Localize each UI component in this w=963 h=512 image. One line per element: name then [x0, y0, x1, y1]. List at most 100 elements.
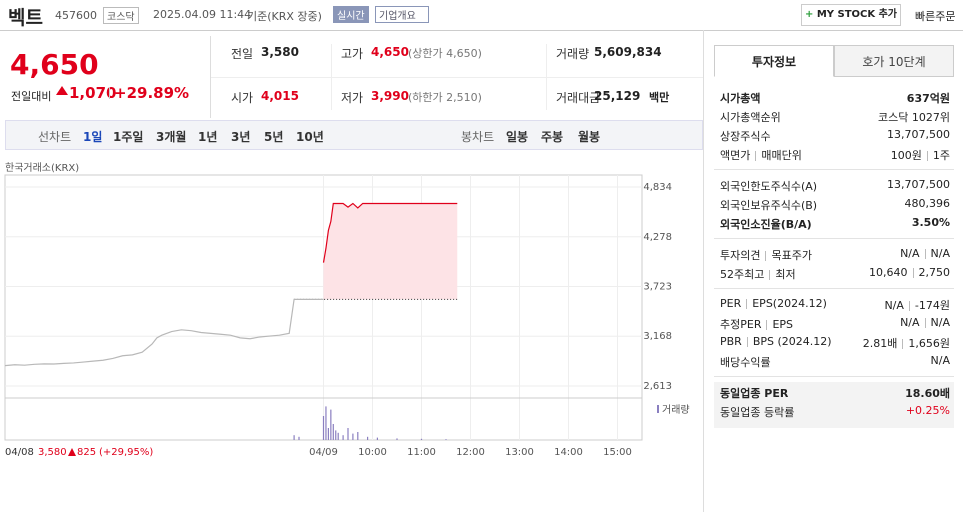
line-chart-label: 선차트: [38, 130, 72, 144]
section-bg: [714, 382, 954, 428]
label-text: EPS: [772, 318, 794, 331]
info-label: 시가총액순위: [720, 109, 781, 125]
volume-bar: [335, 430, 337, 440]
info-label: 외국인한도주식수(A): [720, 178, 817, 194]
section-divider: [714, 169, 954, 170]
value-text: N/A: [900, 247, 920, 260]
mystock-button[interactable]: + MY STOCK 추가: [801, 4, 901, 26]
period-tab[interactable]: 3년: [231, 130, 251, 144]
stat-unit: 백만: [649, 91, 670, 104]
stat-value: 4,650: [371, 45, 409, 59]
period-tab[interactable]: 1일: [83, 130, 103, 144]
info-value: N/A N/A: [900, 316, 950, 329]
stat-value: 3,580: [261, 45, 299, 59]
info-value: 3.50%: [912, 216, 950, 229]
stat-value: 25,129: [594, 89, 641, 103]
info-value: 2.81배 1,656원: [863, 335, 950, 351]
volume-bar: [325, 406, 327, 440]
value-text: N/A: [930, 354, 950, 367]
info-tab[interactable]: 투자정보: [714, 45, 834, 77]
label-text: BPS (2024.12): [752, 335, 832, 348]
hover-change: 825: [77, 447, 96, 458]
quote-box: 4,650 전일대비 1,070 +29.89%: [5, 36, 210, 118]
label-text: PER: [720, 297, 742, 310]
period-tab[interactable]: 10년: [296, 130, 324, 144]
volume-bar: [376, 437, 378, 440]
label-text: PBR: [720, 335, 742, 348]
volume-bar: [347, 428, 349, 440]
period-tab[interactable]: 1년: [198, 130, 218, 144]
period-tab[interactable]: 1주일: [113, 130, 144, 144]
separator: [766, 320, 768, 330]
y-tick-label: 4,278: [643, 232, 672, 243]
info-value: N/A -174원: [884, 297, 950, 313]
info-label: 외국인보유주식수(B): [720, 197, 817, 213]
y-tick-label: 4,834: [643, 182, 672, 193]
label-text: 외국인소진율(B/A): [720, 218, 812, 231]
col-divider: [331, 44, 332, 110]
section-divider: [714, 376, 954, 377]
value-text: 13,707,500: [887, 178, 950, 191]
volume-bar: [322, 416, 325, 440]
overview-button[interactable]: 기업개요: [375, 6, 429, 23]
info-value: 100원 1주: [891, 147, 950, 163]
candle-tab[interactable]: 월봉: [578, 130, 601, 144]
info-value: 코스닥 1027위: [878, 109, 950, 125]
stat-label: 고가: [341, 47, 364, 61]
col-divider: [546, 44, 547, 110]
info-value: 10,640 2,750: [869, 266, 950, 279]
quick-order[interactable]: 빠른주문: [915, 10, 956, 23]
info-value: 480,396: [905, 197, 951, 210]
label-text: 52주최고: [720, 268, 765, 281]
volume-legend: 거래량: [662, 404, 690, 416]
stat-value: 5,609,834: [594, 45, 662, 59]
realtime-badge: 실시간: [333, 6, 369, 23]
info-label: 동일업종 등락률: [720, 404, 794, 420]
value-text: 13,707,500: [887, 128, 950, 141]
value-text: 18.60배: [905, 387, 950, 400]
label-text: 목표주가: [771, 249, 812, 262]
value-text: N/A: [900, 316, 920, 329]
separator: [908, 301, 910, 311]
stat-label: 거래대금: [556, 91, 601, 105]
candle-tab[interactable]: 일봉: [506, 130, 529, 144]
stat-note: (상한가 4,650): [408, 47, 482, 60]
mystock-label: MY STOCK 추가: [816, 9, 898, 20]
volume-bar: [327, 428, 329, 440]
hover-bg: [3, 444, 153, 459]
label-text: 상장주식수: [720, 130, 771, 143]
stats-box: 전일 3,580 고가 4,650 (상한가 4,650) 거래량 5,609,834 시가 4…: [210, 36, 704, 118]
x-tick-label: 11:00: [407, 447, 436, 458]
market-badge: 코스닥: [103, 7, 139, 24]
volume-bar: [337, 432, 339, 440]
info-tab[interactable]: 호가 10단계: [834, 45, 954, 77]
candle-tab[interactable]: 주봉: [541, 130, 564, 144]
hover-date: 04/08: [5, 447, 34, 458]
price: 4,650: [10, 48, 99, 81]
value-text: 코스닥 1027위: [878, 111, 950, 124]
price-line: [322, 202, 458, 263]
x-tick-label: 15:00: [603, 447, 632, 458]
volume-bar: [342, 435, 344, 440]
value-text: +0.25%: [905, 404, 950, 417]
info-label: 추정PER EPS: [720, 316, 793, 332]
period-tab[interactable]: 3개월: [156, 130, 187, 144]
label-text: 추정PER: [720, 318, 762, 331]
label-text: 투자의견: [720, 249, 761, 262]
y-tick-label: 2,613: [643, 381, 672, 392]
volume-bar: [293, 435, 295, 440]
source-label: 한국거래소(KRX): [5, 162, 79, 174]
stat-label: 저가: [341, 91, 364, 105]
section-divider: [714, 238, 954, 239]
hover-price: 3,580: [38, 447, 67, 458]
label-text: EPS(2024.12): [752, 297, 827, 310]
period-tab[interactable]: 5년: [264, 130, 284, 144]
separator: [924, 249, 926, 259]
info-label: 동일업종 PER: [720, 385, 788, 401]
value-text: 637억원: [906, 92, 950, 105]
value-text: 480,396: [904, 197, 951, 210]
volume-bar: [298, 436, 300, 440]
info-label: 배당수익률: [720, 354, 771, 370]
x-tick-label: 12:00: [456, 447, 485, 458]
